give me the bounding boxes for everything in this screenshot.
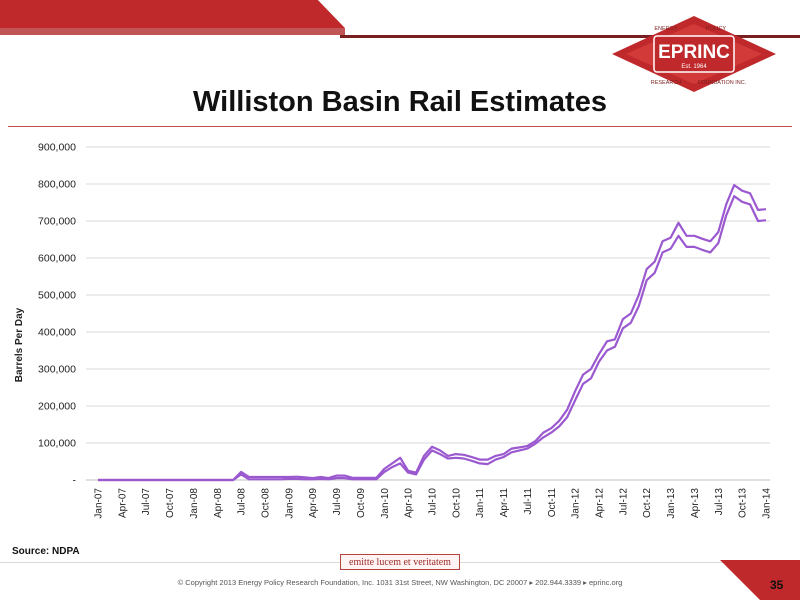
logo-word-foundation: FOUNDATION INC. [698, 80, 747, 86]
x-tick-label: Jul-09 [332, 488, 343, 516]
y-tick-label: 300,000 [38, 364, 76, 376]
copyright-text: © Copyright 2013 Energy Policy Research … [177, 578, 623, 587]
x-tick-label: Oct-13 [738, 488, 749, 518]
series-line-1 [98, 183, 767, 482]
x-tick-label: Jan-14 [762, 488, 773, 519]
header-dark-stripe [340, 35, 800, 38]
x-tick-label: Jan-09 [284, 488, 295, 519]
x-tick-label: Oct-07 [165, 488, 176, 518]
header-left-stripe [0, 28, 345, 35]
y-tick-label: 200,000 [38, 401, 76, 413]
x-tick-label: Jan-11 [475, 488, 486, 518]
x-tick-label: Oct-11 [547, 488, 558, 518]
x-tick-label: Apr-13 [690, 488, 701, 518]
series-lines [98, 183, 767, 482]
x-tick-label: Apr-12 [595, 488, 606, 518]
header-gray-shape [318, 0, 800, 28]
source-note: Source: NDPA [12, 546, 80, 557]
y-tick-label: - [73, 475, 77, 487]
footer-corner-accent [720, 560, 800, 600]
y-tick-label: 100,000 [38, 438, 76, 450]
x-tick-label: Oct-09 [356, 488, 367, 518]
corner-shape [720, 560, 800, 600]
x-tick-label: Jan-07 [94, 488, 105, 519]
y-tick-label: 800,000 [38, 179, 76, 191]
y-tick-label: 900,000 [38, 142, 76, 154]
x-tick-label: Apr-09 [308, 488, 319, 518]
x-tick-label: Apr-11 [499, 488, 510, 518]
logo-est: Est. 1964 [681, 64, 707, 70]
x-tick-label: Oct-12 [642, 488, 653, 518]
logo-word-research: RESEARCH [651, 80, 682, 86]
page-number: 35 [770, 578, 784, 592]
y-tick-label: 700,000 [38, 216, 76, 228]
y-axis-ticks: - 100,000 200,000 300,000 400,000 500,000 600,… [38, 142, 76, 487]
x-tick-label: Jul-13 [714, 488, 725, 516]
logo-plate [653, 35, 735, 73]
logo-word-energy: ENERGY [654, 26, 678, 32]
title-divider [8, 126, 792, 127]
x-tick-label: Oct-10 [451, 488, 462, 518]
x-tick-label: Oct-08 [261, 488, 272, 518]
x-tick-label: Jul-07 [141, 488, 152, 516]
x-tick-label: Jan-12 [571, 488, 582, 519]
motto-banner: emitte lucem et veritatem [340, 554, 460, 570]
y-axis-label: Barrels Per Day [14, 307, 25, 382]
x-tick-label: Jul-10 [428, 488, 439, 516]
logo-name: EPRINC [658, 42, 730, 63]
x-tick-label: Jan-10 [380, 488, 391, 519]
rail-estimates-chart: - 100,000 200,000 300,000 400,000 500,000 600,… [14, 142, 773, 519]
x-tick-label: Jul-11 [523, 488, 534, 515]
eprinc-logo: EPRINC Est. 1964 ENERGY POLICY RESEARCH … [612, 16, 776, 92]
logo-word-policy: POLICY [706, 26, 727, 32]
series-line-2 [98, 195, 767, 482]
x-tick-label: Jan-08 [189, 488, 200, 519]
x-tick-label: Jul-12 [618, 488, 629, 516]
y-tick-label: 600,000 [38, 253, 76, 265]
gridlines [86, 146, 770, 444]
header-red-shape [0, 0, 345, 28]
x-tick-label: Jul-08 [237, 488, 248, 516]
x-axis-ticks: Jan-07 Apr-07 Jul-07 Oct-07 Jan-08 Apr-08 Jul-… [94, 488, 773, 519]
x-tick-label: Apr-08 [213, 488, 224, 518]
x-tick-label: Apr-07 [117, 488, 128, 518]
page-title: Williston Basin Rail Estimates [193, 86, 607, 118]
header-accent-band [0, 0, 800, 38]
y-tick-label: 400,000 [38, 327, 76, 339]
y-tick-label: 500,000 [38, 290, 76, 302]
x-tick-label: Apr-10 [404, 488, 415, 518]
x-tick-label: Jan-13 [666, 488, 677, 519]
